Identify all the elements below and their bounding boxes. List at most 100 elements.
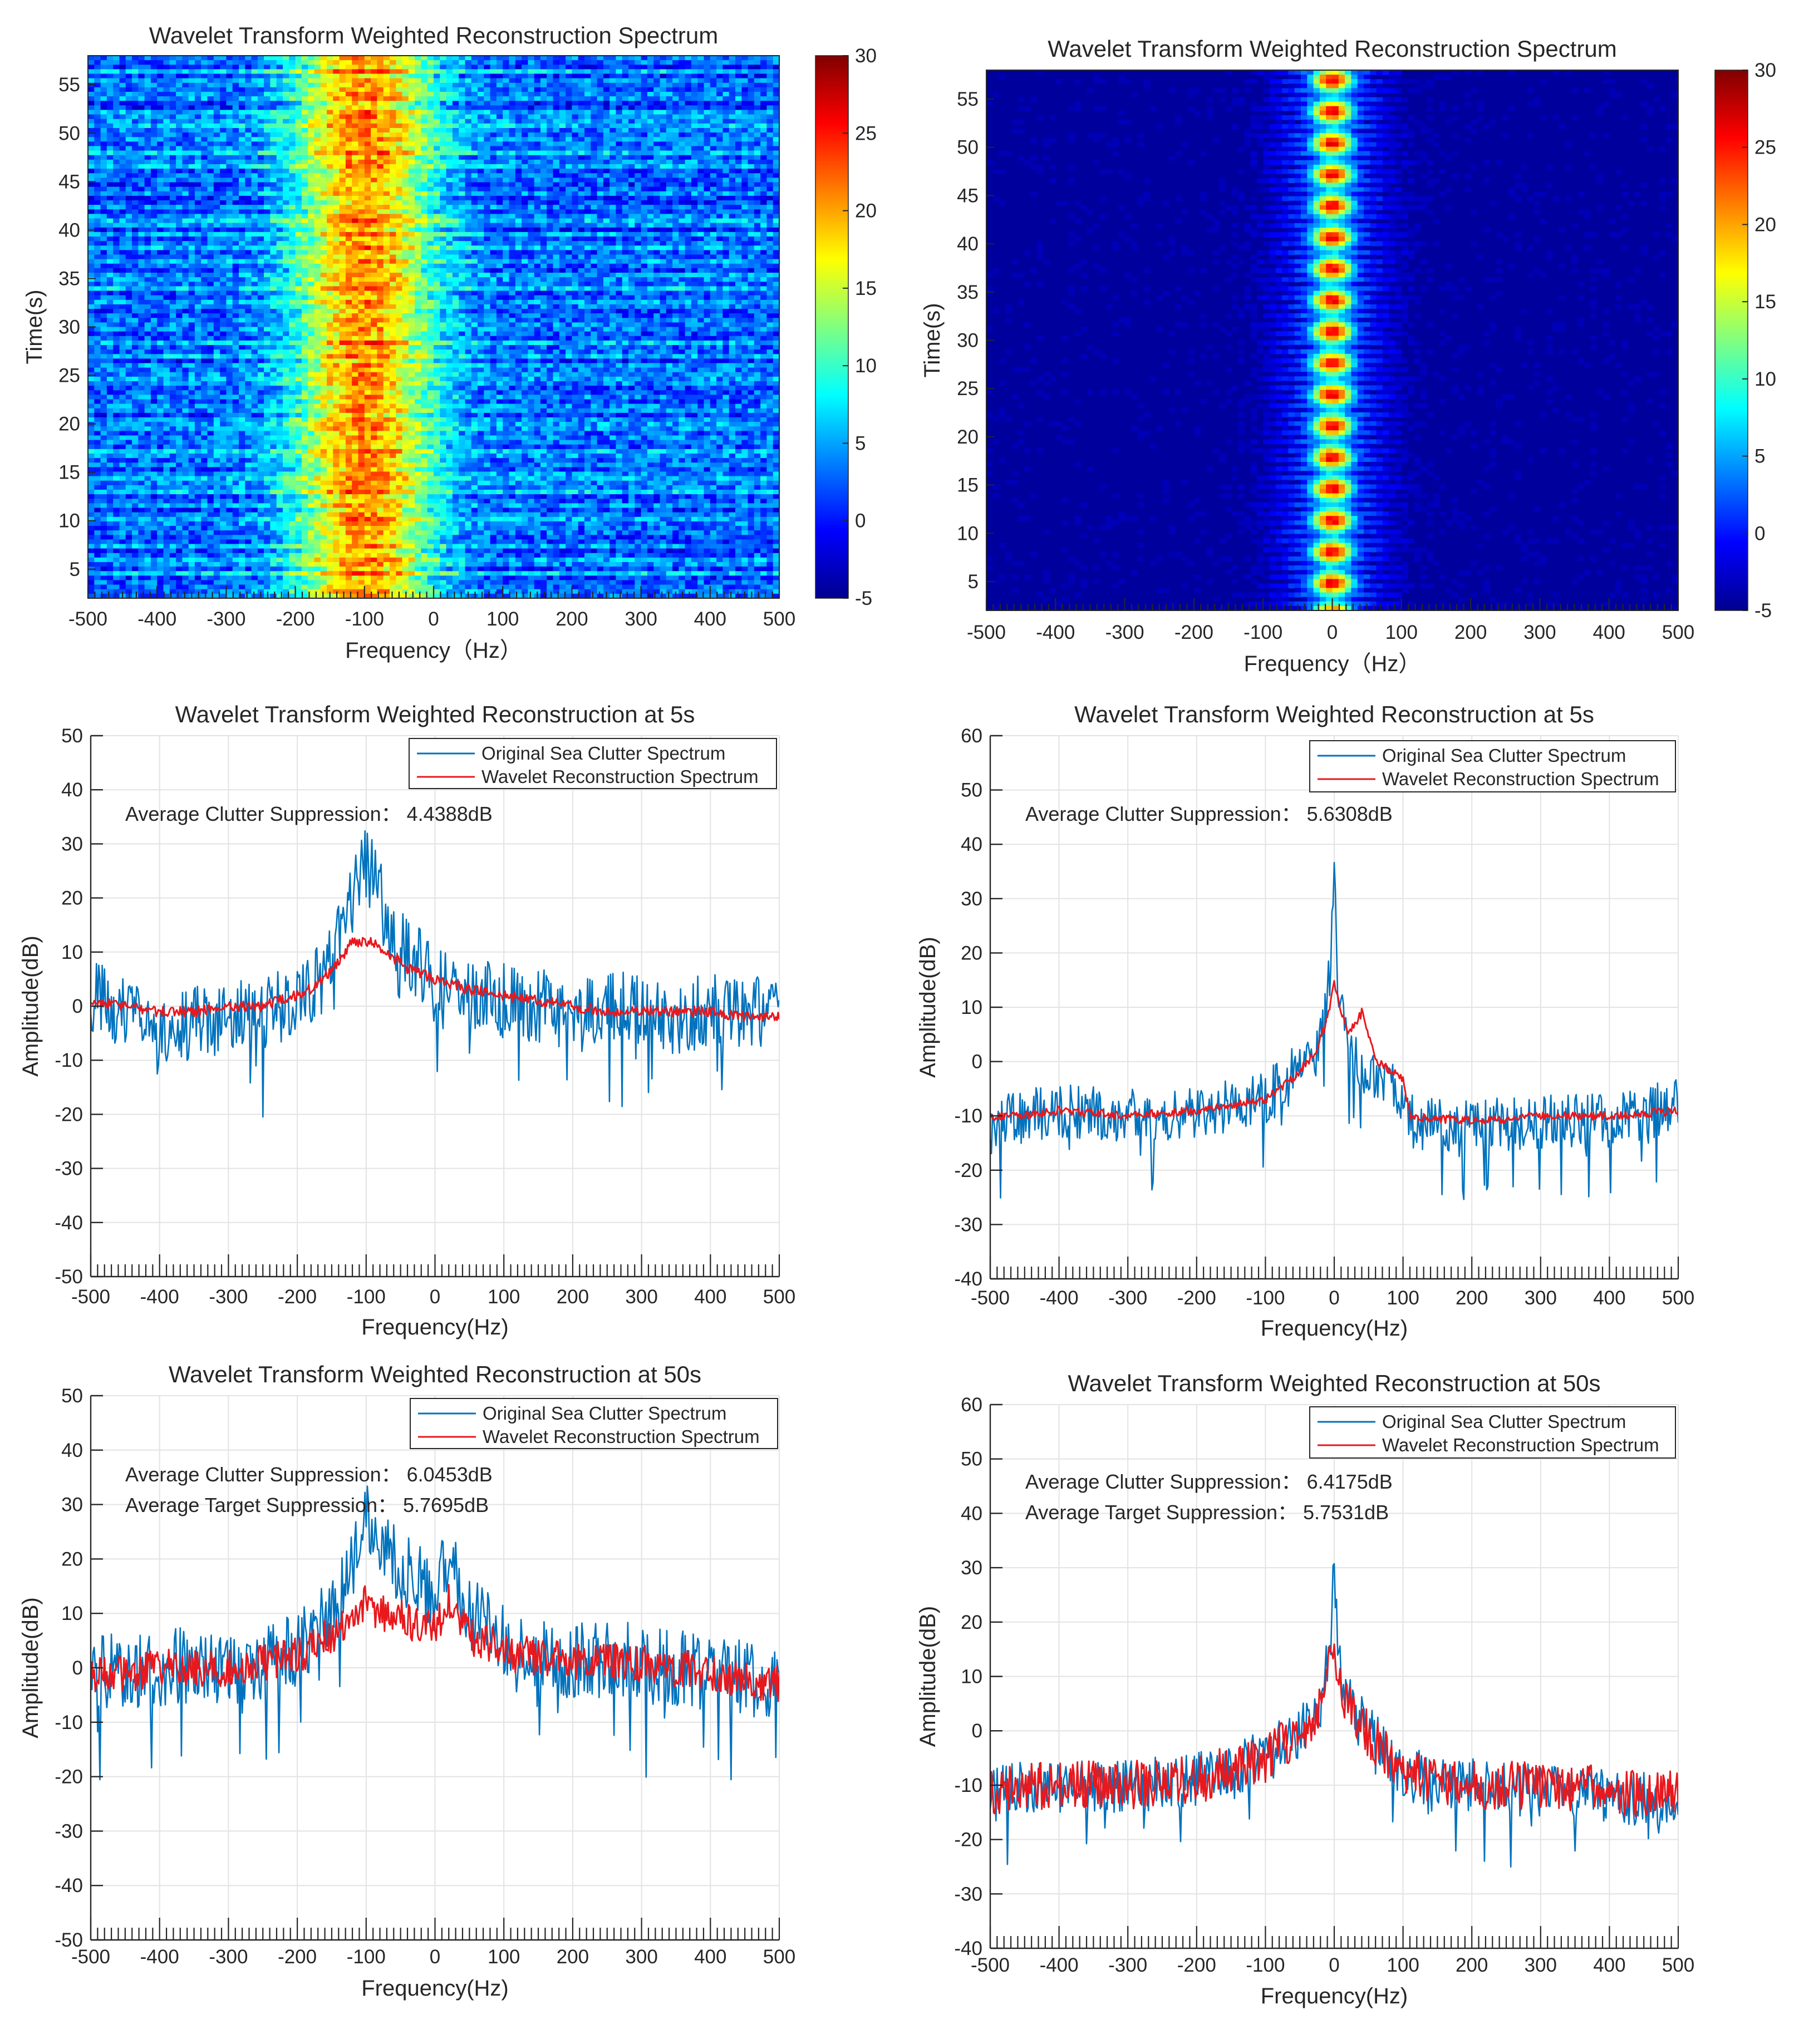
heatmap-cell xyxy=(610,254,617,260)
heatmap-cell xyxy=(660,205,667,210)
heatmap-cell xyxy=(597,164,604,169)
heatmap-cell xyxy=(534,218,541,224)
heatmap-cell xyxy=(383,191,390,196)
heatmap-cell xyxy=(566,141,573,147)
heatmap-cell xyxy=(150,119,158,124)
heatmap-cell xyxy=(270,169,277,174)
heatmap-cell xyxy=(264,241,271,246)
heatmap-cell xyxy=(371,119,378,124)
heatmap-cell xyxy=(459,164,466,169)
heatmap-cell xyxy=(100,114,107,120)
heatmap-cell xyxy=(540,155,547,160)
heatmap-cell xyxy=(157,209,164,215)
heatmap-cell xyxy=(572,200,579,205)
heatmap-cell xyxy=(232,155,239,160)
heatmap-cell xyxy=(685,82,692,88)
heatmap-cell xyxy=(503,60,510,65)
heatmap-cell xyxy=(270,128,277,133)
heatmap-cell xyxy=(666,110,673,115)
heatmap-cell xyxy=(691,159,698,165)
heatmap-cell xyxy=(452,159,459,165)
heatmap-cell xyxy=(760,227,768,233)
heatmap-cell xyxy=(421,128,428,133)
heatmap-cell xyxy=(345,186,352,192)
heatmap-cell xyxy=(660,227,667,233)
heatmap-cell xyxy=(421,205,428,210)
heatmap-cell xyxy=(584,218,592,224)
heatmap-cell xyxy=(264,87,271,92)
heatmap-cell xyxy=(597,56,604,61)
heatmap-cell xyxy=(364,82,371,88)
heatmap-cell xyxy=(610,82,617,88)
heatmap-cell xyxy=(578,65,585,70)
heatmap-cell xyxy=(603,146,610,151)
heatmap-cell xyxy=(427,169,434,174)
heatmap-cell xyxy=(547,119,554,124)
heatmap-cell xyxy=(616,155,623,160)
heatmap-cell xyxy=(150,101,158,106)
heatmap-cell xyxy=(327,96,334,101)
heatmap-cell xyxy=(176,128,183,133)
heatmap-cell xyxy=(760,195,768,201)
heatmap-cell xyxy=(201,132,208,137)
heatmap-cell xyxy=(748,110,755,115)
heatmap-cell xyxy=(635,56,642,61)
heatmap-cell xyxy=(741,241,749,246)
heatmap-cell xyxy=(591,119,598,124)
heatmap-cell xyxy=(163,186,170,192)
heatmap-cell xyxy=(572,60,579,65)
heatmap-cell xyxy=(150,114,158,120)
heatmap-cell xyxy=(729,92,736,97)
heatmap-cell xyxy=(283,114,290,120)
heatmap-cell xyxy=(339,119,346,124)
heatmap-cell xyxy=(94,96,101,101)
heatmap-cell xyxy=(471,123,478,129)
heatmap-cell xyxy=(471,150,478,156)
heatmap-cell xyxy=(239,60,246,65)
heatmap-cell xyxy=(270,119,277,124)
heatmap-cell xyxy=(478,178,485,183)
heatmap-cell xyxy=(339,137,346,142)
heatmap-cell xyxy=(741,164,749,169)
heatmap-cell xyxy=(641,132,648,137)
heatmap-cell xyxy=(547,232,554,237)
heatmap-cell xyxy=(528,60,535,65)
heatmap-cell xyxy=(540,218,547,224)
heatmap-cell xyxy=(106,214,114,219)
heatmap-cell xyxy=(421,223,428,228)
heatmap-cell xyxy=(704,123,711,129)
heatmap-cell xyxy=(415,254,422,260)
heatmap-cell xyxy=(484,110,491,115)
heatmap-cell xyxy=(591,56,598,61)
heatmap-cell xyxy=(169,218,176,224)
heatmap-cell xyxy=(182,169,189,174)
heatmap-cell xyxy=(760,87,768,92)
heatmap-cell xyxy=(345,82,352,88)
heatmap-cell xyxy=(251,169,258,174)
heatmap-cell xyxy=(390,164,397,169)
heatmap-cell xyxy=(484,241,491,246)
heatmap-cell xyxy=(283,195,290,201)
heatmap-cell xyxy=(169,241,176,246)
heatmap-cell xyxy=(547,182,554,188)
heatmap-cell xyxy=(213,186,220,192)
heatmap-cell xyxy=(741,110,749,115)
heatmap-cell xyxy=(113,137,120,142)
heatmap-cell xyxy=(188,128,195,133)
heatmap-cell xyxy=(213,128,220,133)
heatmap-cell xyxy=(534,223,541,228)
heatmap-cell xyxy=(333,223,340,228)
heatmap-cell xyxy=(716,254,724,260)
heatmap-cell xyxy=(333,78,340,83)
heatmap-cell xyxy=(301,182,308,188)
heatmap-cell xyxy=(232,169,239,174)
heatmap-cell xyxy=(722,137,730,142)
heatmap-cell xyxy=(371,82,378,88)
heatmap-cell xyxy=(591,87,598,92)
heatmap-cell xyxy=(408,245,415,251)
heatmap-cell xyxy=(459,227,466,233)
heatmap-cell xyxy=(471,101,478,106)
heatmap-cell xyxy=(283,182,290,188)
heatmap-cell xyxy=(641,182,648,188)
heatmap-cell xyxy=(490,195,497,201)
